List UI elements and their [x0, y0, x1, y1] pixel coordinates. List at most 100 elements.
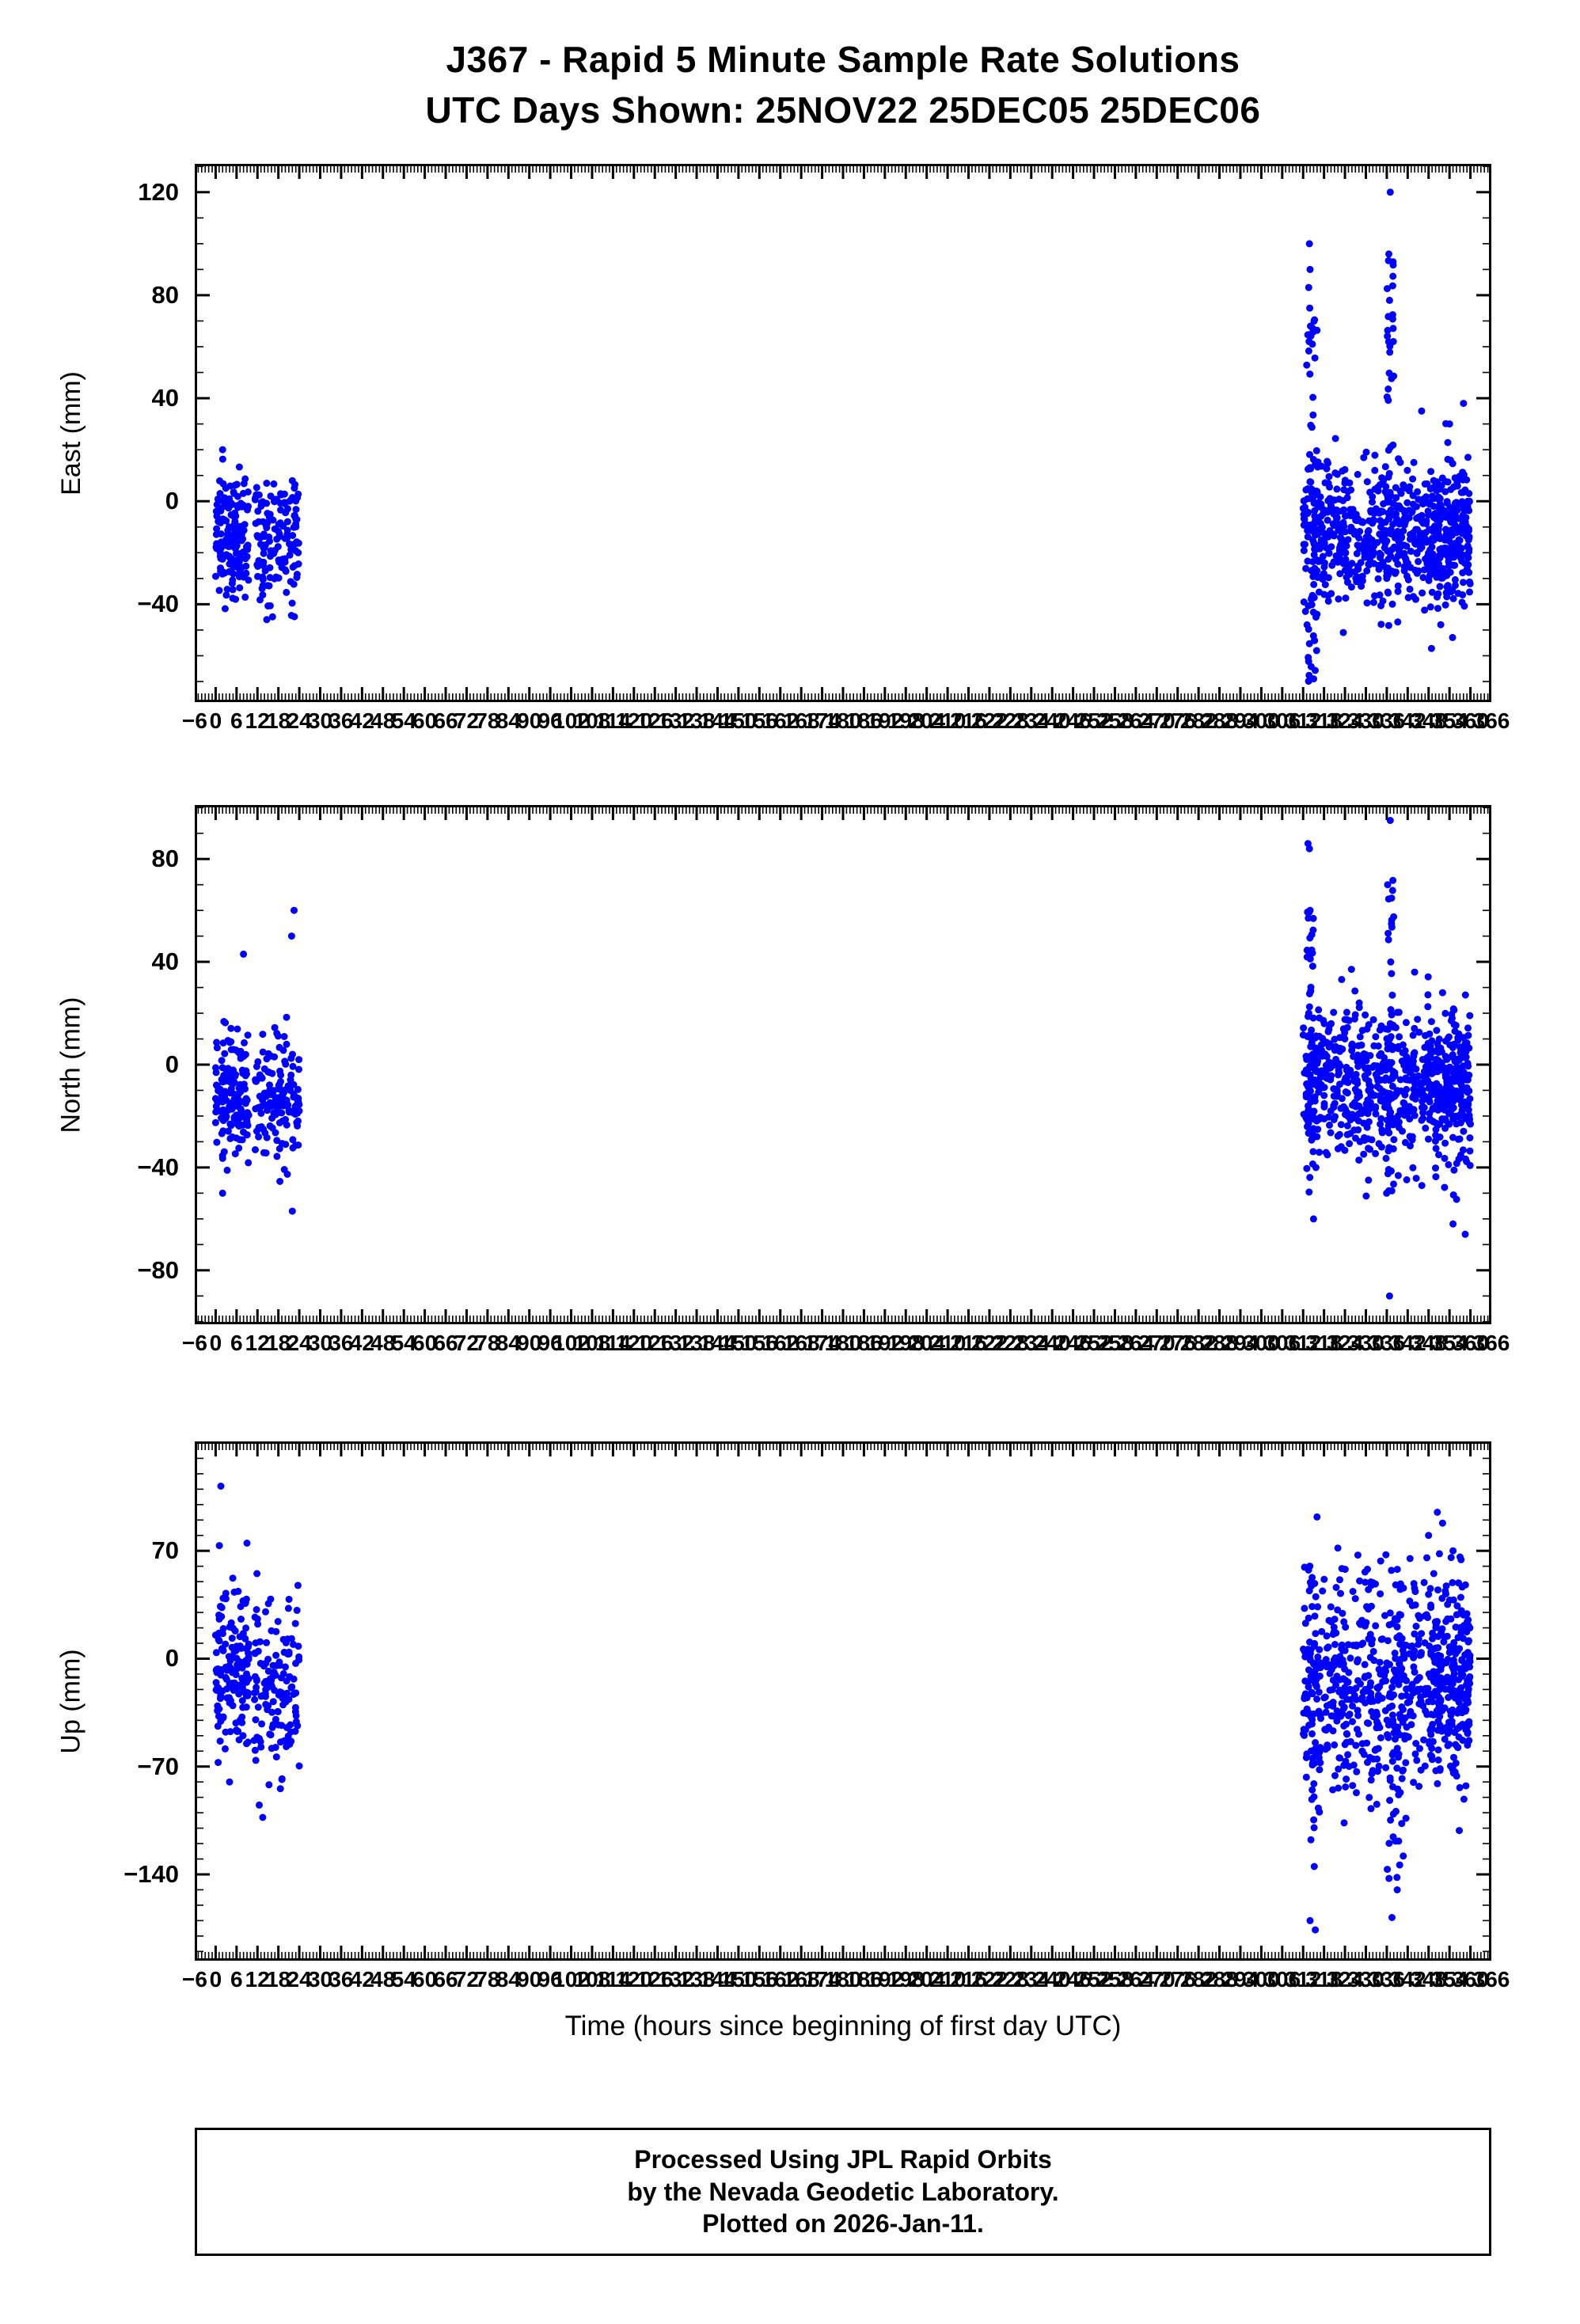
data-point [1337, 1104, 1345, 1112]
data-point [235, 1690, 243, 1698]
data-point [1444, 455, 1452, 463]
x-tick-label: 336 [1368, 1331, 1406, 1355]
data-point [262, 1092, 270, 1100]
data-point [1436, 583, 1444, 590]
data-point [215, 1542, 223, 1550]
data-point [1312, 517, 1320, 525]
data-point [1309, 1148, 1317, 1156]
x-tick-label: 318 [1305, 708, 1343, 733]
data-point [233, 549, 240, 557]
data-point [222, 1019, 230, 1027]
data-point [1334, 1132, 1342, 1140]
data-point [1315, 1077, 1323, 1085]
data-point [1457, 1071, 1465, 1079]
data-point [237, 522, 245, 530]
data-point [1466, 1161, 1474, 1169]
x-tick-label: 96 [537, 708, 563, 733]
data-point [222, 1675, 230, 1683]
data-point [1347, 966, 1355, 974]
data-point [1387, 958, 1395, 966]
data-point [281, 566, 289, 574]
data-point [234, 503, 242, 511]
data-point [1388, 894, 1396, 902]
data-point [222, 1640, 230, 1648]
north-y-tick-labels: 80 40 0 −40 −80 [80, 805, 179, 1324]
data-point [1324, 574, 1332, 582]
data-point [1354, 573, 1362, 581]
data-point [1311, 1093, 1319, 1101]
y-tick-label: 0 [165, 1050, 179, 1078]
x-tick-label: 72 [454, 1331, 480, 1355]
data-point [1326, 527, 1334, 534]
data-point [1399, 1127, 1406, 1135]
data-point [227, 1122, 235, 1130]
data-point [1308, 601, 1316, 609]
data-point [257, 1743, 265, 1751]
data-point [1300, 511, 1308, 518]
data-point [1348, 1111, 1356, 1118]
data-point [1306, 304, 1314, 312]
data-point [1345, 562, 1353, 570]
data-point [1396, 1033, 1403, 1041]
data-point [1403, 1053, 1411, 1061]
data-point [1427, 468, 1435, 476]
data-point [272, 1111, 279, 1118]
data-point [1406, 585, 1414, 593]
data-point [1426, 1116, 1434, 1124]
data-point [1377, 1120, 1384, 1128]
x-tick-label: 0 [209, 1331, 222, 1355]
data-point [259, 518, 267, 526]
data-point [1453, 1195, 1460, 1203]
data-point [229, 538, 237, 546]
data-point [223, 1166, 231, 1174]
data-point [1320, 1020, 1328, 1027]
data-point [1301, 607, 1309, 615]
x-tick-label: 30 [307, 708, 333, 733]
x-tick-label: 90 [517, 1331, 542, 1355]
data-point [1434, 1043, 1442, 1051]
data-point [1377, 1115, 1385, 1122]
data-point [282, 1141, 290, 1149]
data-point [1326, 495, 1334, 503]
data-point [215, 1712, 222, 1720]
data-point [1466, 578, 1473, 586]
data-point [1309, 393, 1317, 401]
data-point [1316, 557, 1324, 565]
data-point [1312, 531, 1320, 539]
data-point [283, 588, 291, 596]
data-point [1336, 570, 1344, 578]
data-point [1300, 547, 1308, 555]
data-point [1387, 1006, 1395, 1013]
data-point [1403, 1176, 1411, 1183]
data-point [1336, 1044, 1344, 1052]
x-tick-label: 192 [866, 1331, 904, 1355]
data-point [1383, 537, 1391, 545]
x-tick-label: 114 [594, 1331, 631, 1355]
data-point [283, 1013, 291, 1021]
data-point [1336, 1080, 1343, 1088]
data-point [1370, 560, 1378, 568]
data-point [1445, 527, 1453, 535]
data-point [229, 1574, 237, 1582]
data-point [1346, 1140, 1354, 1148]
data-point [224, 1127, 232, 1135]
data-point [1449, 594, 1457, 602]
data-point [270, 1087, 278, 1095]
data-point [1438, 989, 1446, 997]
data-point [1464, 542, 1472, 550]
data-point [263, 1134, 271, 1141]
data-point [1449, 633, 1457, 641]
data-point [1325, 549, 1333, 557]
data-point [1336, 1034, 1344, 1042]
data-point [294, 560, 302, 568]
data-point [1452, 581, 1459, 589]
data-point [287, 932, 295, 940]
x-tick-label: 288 [1201, 708, 1238, 733]
data-point [1358, 583, 1365, 590]
data-point [1400, 521, 1408, 529]
data-point [1394, 1171, 1402, 1179]
data-point [1444, 439, 1452, 446]
data-point [1460, 1127, 1468, 1135]
data-point [1454, 1034, 1462, 1042]
data-point [1301, 503, 1308, 511]
